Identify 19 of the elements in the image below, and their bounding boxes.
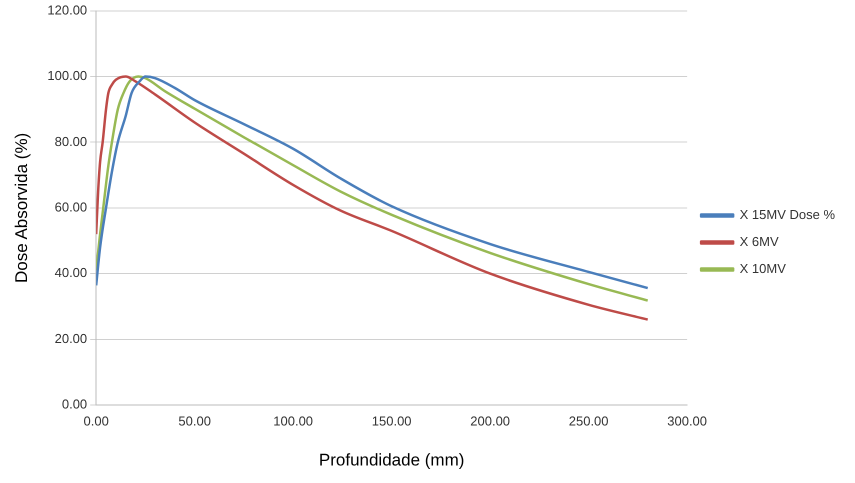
y-axis-title: Dose Absorvida (%) [12,132,31,284]
x-axis-title: Profundidade (mm) [318,450,464,470]
x-tick-label: 0.00 [84,413,109,428]
y-tick-label: 20.00 [54,330,88,346]
legend-label: X 15MV Dose % [740,207,836,222]
x-tick-label: 50.00 [178,413,211,428]
y-tick-label: 0.00 [62,396,88,412]
y-tick-label: 60.00 [54,199,88,214]
x-tick-label: 300.00 [667,413,708,428]
x-tick-label: 250.00 [568,413,609,428]
legend-label: X 10MV [740,261,786,276]
x-tick-label: 200.00 [470,413,510,428]
y-tick-label: 120.00 [47,2,88,18]
y-tick-label: 100.00 [47,68,88,84]
y-tick-label: 40.00 [54,265,88,280]
x-tick-label: 150.00 [372,413,412,428]
x-tick-label: 100.00 [273,413,314,428]
y-tick-label: 80.00 [54,134,88,149]
legend-label: X 6MV [740,234,779,250]
